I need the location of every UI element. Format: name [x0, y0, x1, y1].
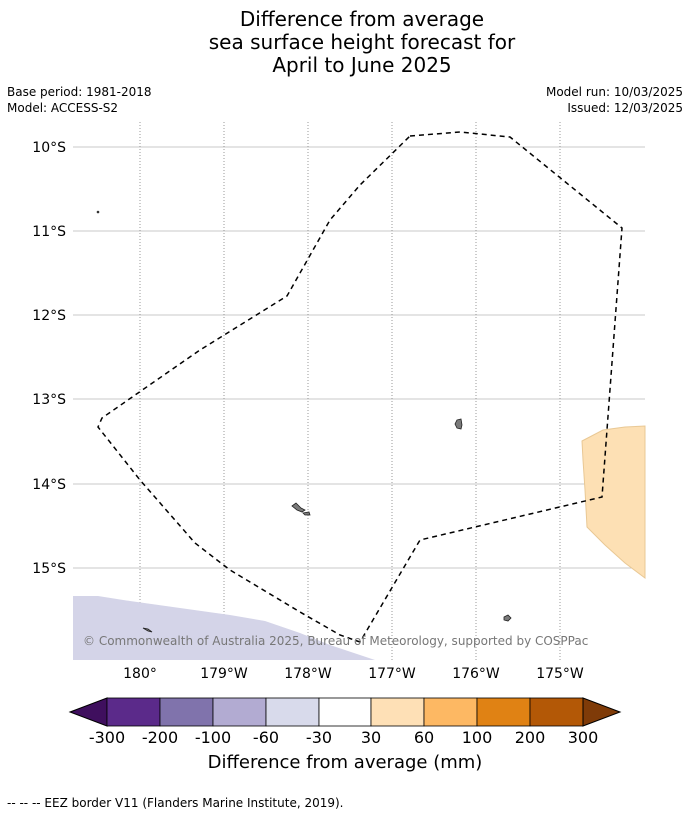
- island-east: [454, 418, 463, 430]
- lat-label-14s: 14°S: [32, 477, 66, 493]
- colorbar-label: Difference from average (mm): [207, 752, 483, 773]
- colorbar: [68, 697, 622, 727]
- eez-border: [97, 131, 623, 643]
- negative-anomaly-region: [73, 596, 375, 660]
- colorbar-tick-6: 30: [360, 728, 382, 747]
- island-southeast: [503, 614, 512, 622]
- island-center: [291, 502, 306, 513]
- title-line-2: sea surface height forecast for: [208, 30, 516, 54]
- colorbar-bin-4: [265, 697, 320, 727]
- model-run: Model run: 10/03/2025: [545, 85, 683, 99]
- lon-gridlines: [139, 122, 561, 660]
- colorbar-tick-9: 200: [514, 728, 546, 747]
- meta-left: Base period: 1981-2018 Model: ACCESS-S2: [7, 84, 152, 116]
- island-northwest: [96, 210, 100, 214]
- colorbar-bin-5: [318, 697, 372, 727]
- colorbar-bin-6: [370, 697, 425, 727]
- lat-label-10s: 10°S: [32, 140, 66, 156]
- colorbar-bin-3: [212, 697, 267, 727]
- colorbar-bin-9: [529, 697, 584, 727]
- colorbar-tick-2: -200: [141, 728, 179, 747]
- title-line-1: Difference from average: [239, 7, 485, 31]
- title-line-3: April to June 2025: [272, 53, 452, 77]
- colorbar-extend-low: [68, 697, 108, 727]
- lon-label-175w: 175°W: [536, 666, 584, 682]
- island-southwest: [142, 627, 153, 633]
- colorbar-tick-4: -60: [252, 728, 280, 747]
- island-center-small: [302, 511, 311, 516]
- colorbar-tick-5: -30: [305, 728, 333, 747]
- lon-labels: 180° 179°W 178°W 177°W 176°W 175°W: [123, 666, 584, 682]
- lon-label-178w: 178°W: [284, 666, 332, 682]
- copyright-text: © Commonwealth of Australia 2025, Bureau…: [83, 634, 588, 648]
- lat-label-12s: 12°S: [32, 308, 66, 324]
- lat-label-11s: 11°S: [32, 224, 66, 240]
- base-period: Base period: 1981-2018: [7, 85, 152, 99]
- colorbar-bin-7: [423, 697, 478, 727]
- lon-label-180: 180°: [123, 666, 157, 682]
- colorbar-tick-1: -300: [88, 728, 126, 747]
- colorbar-tick-3: -100: [194, 728, 232, 747]
- colorbar-tick-10: 300: [567, 728, 599, 747]
- lon-label-177w: 177°W: [368, 666, 416, 682]
- lon-label-176w: 176°W: [452, 666, 500, 682]
- eez-source-note: -- -- -- EEZ border V11 (Flanders Marine…: [7, 796, 344, 810]
- colorbar-extend-high: [582, 697, 622, 727]
- colorbar-bin-8: [476, 697, 531, 727]
- lat-gridlines: [73, 146, 645, 569]
- positive-anomaly-region: [581, 425, 646, 579]
- lon-label-179w: 179°W: [200, 666, 248, 682]
- colorbar-bin-2: [159, 697, 214, 727]
- model-name: Model: ACCESS-S2: [7, 101, 119, 115]
- lat-label-15s: 15°S: [32, 561, 66, 577]
- lat-label-13s: 13°S: [32, 392, 66, 408]
- issued-date: Issued: 12/03/2025: [567, 101, 683, 115]
- lat-labels: 10°S 11°S 12°S 13°S 14°S 15°S: [32, 140, 66, 577]
- meta-right: Model run: 10/03/2025 Issued: 12/03/2025: [546, 84, 683, 116]
- map-title: Difference from average sea surface heig…: [0, 8, 690, 77]
- colorbar-tick-8: 100: [461, 728, 493, 747]
- colorbar-bin-1: [106, 697, 161, 727]
- colorbar-tick-7: 60: [413, 728, 435, 747]
- islands: [96, 210, 512, 633]
